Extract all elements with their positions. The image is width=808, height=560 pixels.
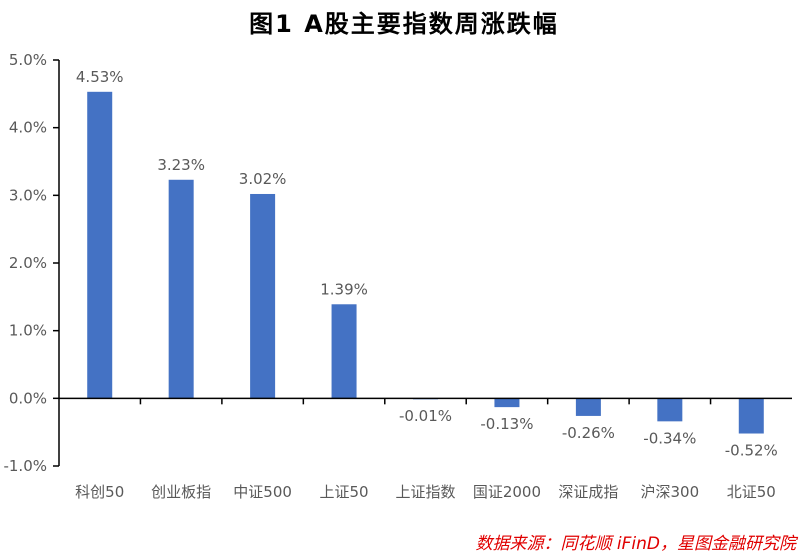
data-label: -0.52% (725, 442, 778, 460)
data-label: -0.26% (562, 424, 615, 442)
bar (168, 179, 194, 399)
data-label: 3.02% (239, 170, 287, 188)
data-label: 3.23% (157, 156, 205, 174)
data-label: -0.13% (480, 415, 533, 433)
bar (494, 398, 520, 408)
source-note: 数据来源：同花顺 iFinD，星图金融研究院 (475, 534, 797, 554)
data-label: 1.39% (320, 280, 368, 298)
data-label: -0.34% (643, 429, 696, 447)
y-tick-label: 1.0% (9, 322, 47, 340)
data-label: 4.53% (76, 68, 124, 86)
bar (575, 398, 601, 416)
bar (738, 398, 764, 434)
x-category-label: 北证50 (727, 483, 776, 501)
bar (657, 398, 683, 422)
x-category-label: 创业板指 (151, 483, 211, 501)
bar (331, 304, 357, 399)
x-category-label: 中证500 (233, 483, 292, 501)
y-tick-label: 3.0% (9, 186, 47, 204)
data-label: -0.01% (399, 407, 452, 425)
x-category-label: 上证指数 (395, 483, 455, 501)
x-category-label: 国证2000 (473, 483, 541, 501)
chart-title: 图1 A股主要指数周涨跌幅 (249, 10, 559, 38)
y-tick-label: 4.0% (9, 119, 47, 137)
y-tick-label: 0.0% (9, 389, 47, 407)
x-category-label: 深证成指 (558, 483, 618, 501)
x-category-label: 科创50 (75, 483, 124, 501)
x-category-label: 沪深300 (641, 483, 700, 501)
x-category-label: 上证50 (320, 483, 369, 501)
y-tick-label: 5.0% (9, 51, 47, 69)
bar (250, 193, 276, 399)
y-tick-label: 2.0% (9, 254, 47, 272)
y-tick-label: -1.0% (3, 457, 47, 475)
bar (87, 91, 113, 399)
